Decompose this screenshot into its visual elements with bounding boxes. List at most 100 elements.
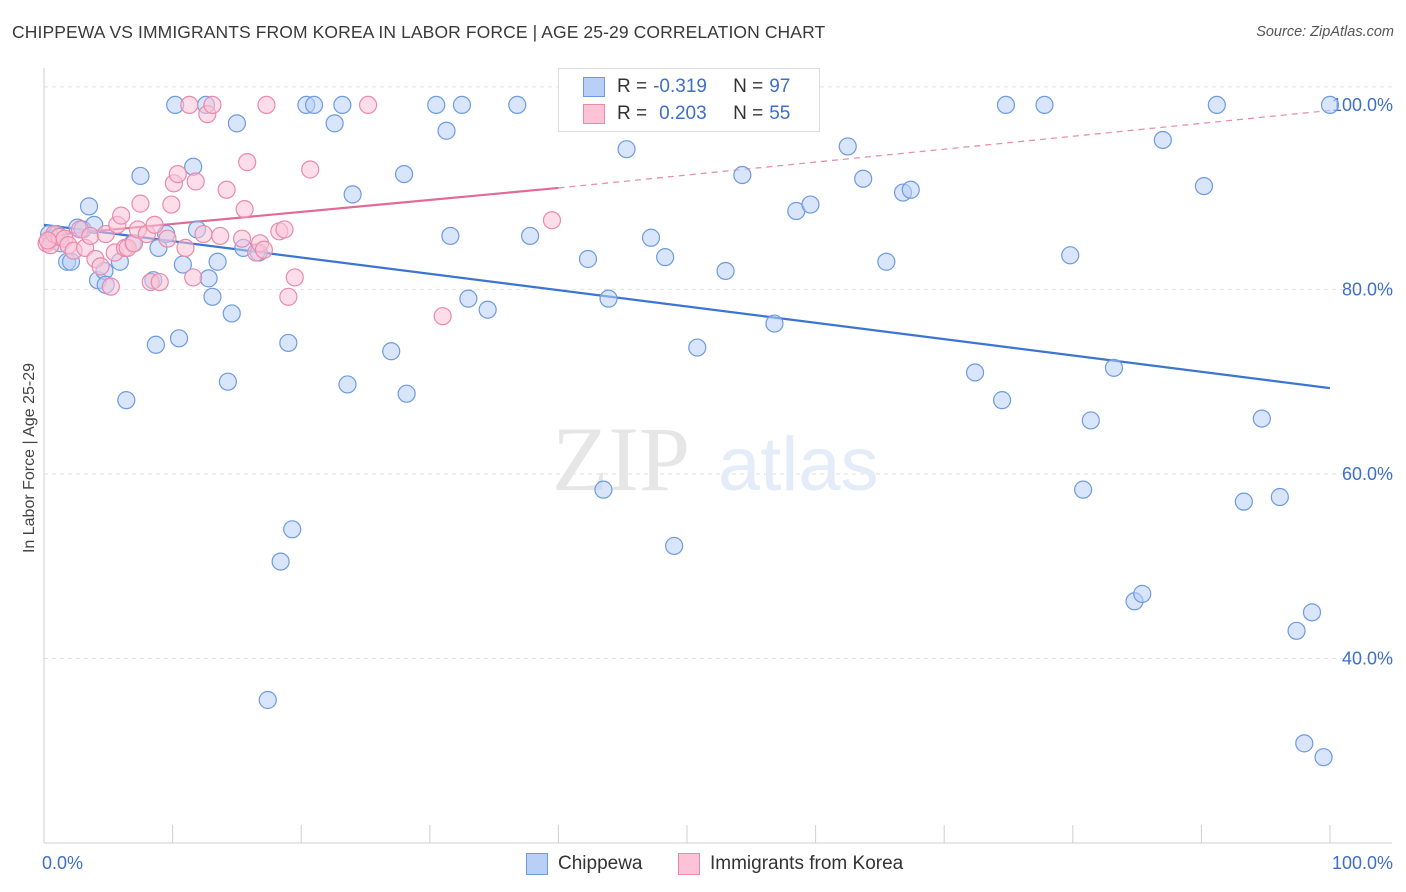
chippewa-point bbox=[441, 226, 460, 246]
chippewa-point bbox=[1252, 409, 1271, 428]
korea-point bbox=[358, 95, 378, 115]
korea-point bbox=[101, 277, 120, 296]
korea-point bbox=[158, 229, 177, 248]
y-tick-label: 100.0% bbox=[1332, 95, 1393, 115]
chippewa-point bbox=[641, 228, 661, 247]
korea-point bbox=[180, 95, 199, 115]
korea-point bbox=[91, 257, 110, 276]
legend-swatch-korea bbox=[583, 104, 605, 124]
chippewa-point bbox=[594, 480, 613, 499]
chippewa-point bbox=[1207, 95, 1226, 115]
korea-point bbox=[150, 272, 169, 292]
chippewa-point bbox=[1104, 358, 1124, 377]
data-points bbox=[37, 95, 1340, 767]
legend-r-label: R = bbox=[617, 76, 648, 97]
chippewa-point bbox=[1133, 584, 1152, 603]
legend-r-label: R = bbox=[617, 103, 648, 124]
chippewa-point bbox=[1035, 95, 1054, 115]
chippewa-point bbox=[1270, 487, 1289, 507]
chippewa-point bbox=[996, 95, 1016, 115]
y-tick-labels: 100.0% 80.0% 60.0% 40.0% bbox=[1332, 95, 1393, 669]
korea-point bbox=[285, 268, 304, 287]
chippewa-point bbox=[397, 384, 416, 403]
series-legend-chippewa: Chippewa bbox=[526, 851, 643, 877]
chippewa-point bbox=[325, 114, 344, 133]
watermark-atlas: atlas bbox=[718, 422, 879, 507]
chippewa-point bbox=[279, 333, 298, 353]
chippewa-point bbox=[578, 249, 598, 269]
chippewa-point bbox=[965, 363, 985, 382]
x-tick-labels: 0.0% 100.0% bbox=[42, 853, 1393, 873]
chippewa-point bbox=[117, 391, 136, 410]
chippewa-point bbox=[258, 690, 277, 710]
chippewa-point bbox=[901, 180, 920, 199]
y-tick-label: 80.0% bbox=[1342, 279, 1393, 299]
chart-title: CHIPPEWA VS IMMIGRANTS FROM KOREA IN LAB… bbox=[12, 22, 826, 42]
legend-n-value: 97 bbox=[769, 76, 791, 97]
korea-point bbox=[168, 165, 187, 184]
chippewa-point bbox=[338, 375, 357, 394]
legend-row-korea: R = 0.203 N = 55 bbox=[583, 102, 796, 126]
chippewa-point bbox=[1194, 176, 1214, 196]
correlation-legend: R = -0.319 N = 97 R = 0.203 N = 55 bbox=[558, 68, 820, 132]
series-swatch-korea bbox=[678, 853, 700, 875]
chippewa-point bbox=[877, 252, 896, 271]
chart-source: Source: ZipAtlas.com bbox=[1256, 24, 1394, 40]
chippewa-point bbox=[79, 197, 99, 216]
chippewa-point bbox=[222, 304, 241, 323]
chippewa-point bbox=[459, 289, 478, 308]
korea-point bbox=[542, 211, 562, 230]
y-axis-label: In Labor Force | Age 25-29 bbox=[21, 363, 38, 553]
axes bbox=[43, 68, 1392, 844]
chippewa-point bbox=[1061, 246, 1080, 265]
y-tick-label: 60.0% bbox=[1342, 464, 1393, 484]
korea-point bbox=[235, 200, 254, 219]
korea-point bbox=[38, 231, 57, 250]
chippewa-point bbox=[521, 226, 540, 246]
chippewa-point bbox=[765, 314, 784, 333]
legend-swatch-chippewa bbox=[583, 77, 605, 97]
chippewa-point bbox=[599, 289, 618, 308]
chippewa-point bbox=[218, 372, 237, 391]
korea-point bbox=[279, 287, 298, 306]
chippewa-point bbox=[665, 536, 684, 556]
chippewa-point bbox=[733, 165, 752, 185]
korea-point bbox=[194, 224, 213, 244]
chippewa-point bbox=[1320, 95, 1340, 115]
chippewa-point bbox=[656, 248, 675, 267]
chippewa-point bbox=[716, 261, 735, 281]
chippewa-point bbox=[208, 252, 227, 271]
korea-point bbox=[275, 220, 294, 239]
korea-point bbox=[112, 206, 131, 225]
legend-n-value: 55 bbox=[769, 103, 791, 124]
y-tick-label: 40.0% bbox=[1342, 648, 1393, 668]
chippewa-point bbox=[801, 195, 820, 214]
chippewa-point bbox=[1314, 748, 1333, 767]
chippewa-point bbox=[1302, 603, 1322, 622]
chippewa-point bbox=[169, 329, 189, 348]
korea-point bbox=[145, 215, 164, 234]
chippewa-point bbox=[203, 287, 222, 306]
korea-point bbox=[232, 229, 252, 248]
chippewa-point bbox=[854, 169, 873, 188]
chippewa-point bbox=[427, 95, 446, 115]
chippewa-point bbox=[271, 552, 290, 571]
chippewa-point bbox=[283, 520, 302, 539]
legend-n-label: N = bbox=[733, 76, 764, 97]
korea-point bbox=[184, 268, 203, 287]
korea-point bbox=[433, 307, 452, 326]
korea-point bbox=[257, 95, 276, 115]
chippewa-point bbox=[199, 269, 218, 288]
chippewa-point bbox=[1287, 621, 1306, 640]
korea-point bbox=[203, 95, 222, 115]
korea-point bbox=[211, 226, 230, 246]
chippewa-point bbox=[452, 95, 472, 115]
x-tick-label: 100.0% bbox=[1332, 853, 1393, 873]
korea-point bbox=[176, 238, 195, 258]
korea-point bbox=[162, 195, 181, 214]
chippewa-point bbox=[184, 157, 203, 176]
chippewa-point bbox=[382, 342, 401, 361]
korea-point bbox=[131, 194, 150, 213]
korea-point bbox=[254, 240, 274, 259]
